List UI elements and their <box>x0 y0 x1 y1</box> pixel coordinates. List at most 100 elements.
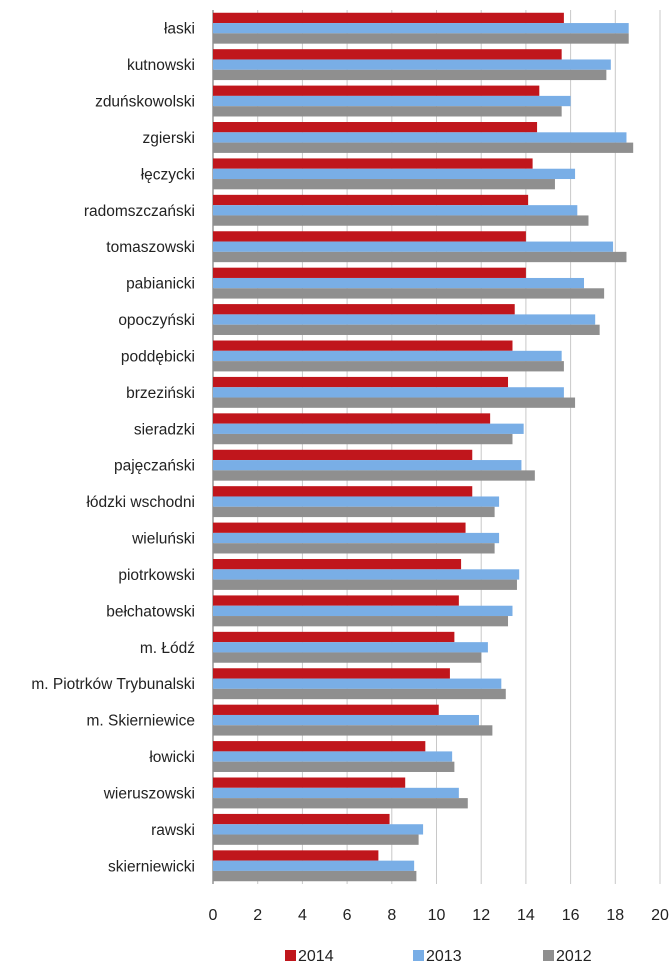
bar-2013-5 <box>213 205 578 216</box>
category-label: m. Skierniewice <box>86 713 195 730</box>
category-label: pabianicki <box>126 276 195 293</box>
bar-2013-7 <box>213 277 585 289</box>
bar-2013-2 <box>213 95 571 107</box>
bar-2012-21 <box>213 798 468 809</box>
grid-lines <box>212 10 661 884</box>
bar-2014-7 <box>213 267 526 278</box>
bar-2012-5 <box>213 215 589 226</box>
bar-2014-21 <box>213 777 406 788</box>
legend-swatch-2013 <box>413 950 424 961</box>
bar-2013-6 <box>213 241 614 252</box>
category-label: łowicki <box>149 749 195 766</box>
bar-2014-5 <box>213 194 529 206</box>
bar-2014-22 <box>213 813 390 825</box>
category-labels: łaski kutnowski zduńskowolski zgierski łęczy… <box>31 21 195 876</box>
x-tick-label: 16 <box>562 907 580 924</box>
x-tick-label: 6 <box>343 907 352 924</box>
bar-2013-10 <box>213 387 564 398</box>
x-tick-label: 8 <box>387 907 396 924</box>
bar-2012-12 <box>213 470 535 481</box>
bar-2012-10 <box>213 397 576 408</box>
category-label: skierniewicki <box>108 858 195 875</box>
bar-2012-4 <box>213 179 555 190</box>
bar-2014-3 <box>213 122 538 133</box>
bar-2013-19 <box>213 714 479 726</box>
bar-2014-10 <box>213 376 509 388</box>
category-label: wieluński <box>131 531 195 548</box>
category-label: łęczycki <box>141 166 195 183</box>
category-label: zduńskowolski <box>95 94 195 111</box>
category-label: piotrkowski <box>118 567 195 584</box>
bar-2013-13 <box>213 496 500 507</box>
category-label: pajęczański <box>114 458 195 475</box>
bar-2013-20 <box>213 751 453 762</box>
bar-2014-18 <box>213 668 450 679</box>
legend-label: 2014 <box>298 948 334 965</box>
bar-2013-23 <box>213 860 415 871</box>
bar-2014-0 <box>213 12 564 24</box>
bar-2013-0 <box>213 23 629 34</box>
category-label: łódzki wschodni <box>86 494 195 511</box>
bar-2013-8 <box>213 314 596 325</box>
bar-2013-21 <box>213 787 459 799</box>
bar-2012-9 <box>213 361 564 372</box>
legend-swatch-2014 <box>285 950 296 961</box>
bar-2014-20 <box>213 741 426 752</box>
bar-2012-23 <box>213 870 417 882</box>
bar-2014-14 <box>213 522 466 533</box>
category-label: kutnowski <box>127 57 195 74</box>
bar-2012-14 <box>213 543 495 554</box>
x-tick-label: 10 <box>428 907 446 924</box>
bar-2014-15 <box>213 559 462 570</box>
bar-2014-4 <box>213 158 533 169</box>
bar-2012-20 <box>213 761 455 772</box>
bar-2014-11 <box>213 413 491 424</box>
bar-2012-13 <box>213 506 495 518</box>
bar-2013-16 <box>213 605 513 617</box>
bar-2014-17 <box>213 631 455 643</box>
bar-2014-9 <box>213 340 513 351</box>
x-tick-label: 4 <box>298 907 307 924</box>
x-tick-label: 0 <box>209 907 218 924</box>
bar-2012-22 <box>213 834 419 845</box>
bar-2014-23 <box>213 850 379 861</box>
bar-2014-1 <box>213 49 562 60</box>
x-tick-label: 14 <box>517 907 535 924</box>
category-label: tomaszowski <box>106 239 195 256</box>
bar-2012-3 <box>213 142 634 153</box>
x-tick-label: 20 <box>651 907 669 924</box>
bar-2012-8 <box>213 324 600 335</box>
bar-2014-13 <box>213 486 473 497</box>
bar-2012-11 <box>213 433 513 445</box>
category-label: bełchatowski <box>106 603 195 620</box>
category-label: wieruszowski <box>103 785 195 802</box>
category-label: brzeziński <box>126 385 195 402</box>
bar-2013-17 <box>213 642 488 653</box>
category-label: łaski <box>164 21 195 38</box>
bar-2014-6 <box>213 231 526 242</box>
bar-2012-0 <box>213 33 629 44</box>
category-label: rawski <box>151 822 195 839</box>
bar-2012-19 <box>213 725 493 736</box>
bar-2014-12 <box>213 449 473 461</box>
legend-label: 2012 <box>556 948 592 965</box>
legend-swatch-2012 <box>543 950 554 961</box>
x-tick-label: 2 <box>253 907 262 924</box>
bar-2012-7 <box>213 288 605 299</box>
x-tick-label: 18 <box>606 907 624 924</box>
category-label: m. Piotrków Trybunalski <box>31 676 195 693</box>
category-label: radomszczański <box>84 203 195 220</box>
bars <box>213 12 634 882</box>
category-label: zgierski <box>142 130 195 147</box>
bar-2013-11 <box>213 423 524 434</box>
category-label: opoczyński <box>118 312 195 329</box>
category-label: sieradzki <box>134 421 195 438</box>
bar-2013-15 <box>213 569 520 580</box>
bar-2014-8 <box>213 304 515 315</box>
bar-2014-19 <box>213 704 439 715</box>
bar-2012-17 <box>213 652 482 663</box>
bar-2013-18 <box>213 678 502 689</box>
bar-2012-18 <box>213 688 506 700</box>
bar-2012-1 <box>213 69 607 81</box>
